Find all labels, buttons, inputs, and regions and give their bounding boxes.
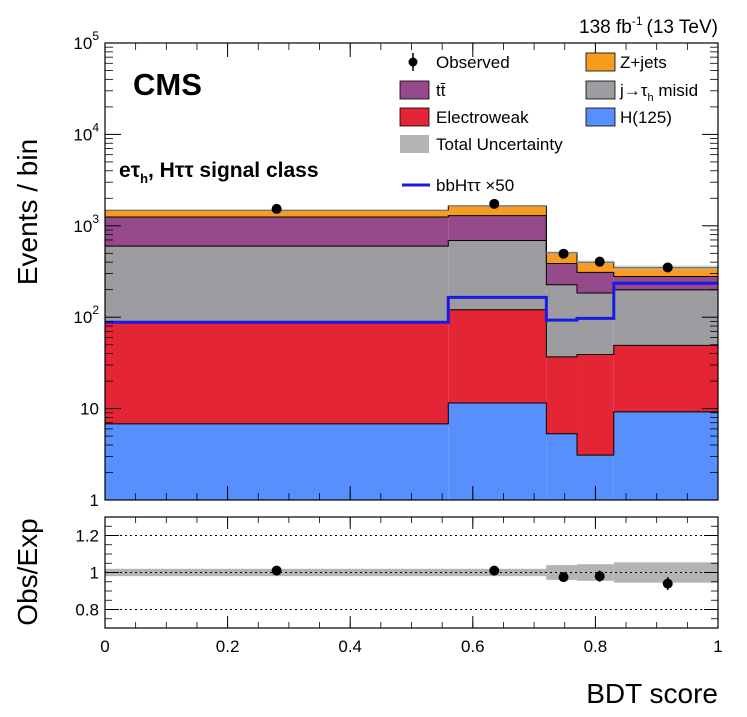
bar-j-h-misid-bin-3 [577,292,614,355]
upper-stack [105,205,718,500]
ytick-label-0: 1 [90,491,99,510]
legend-uncertainty-label: Total Uncertainty [436,135,563,154]
legend-signal-label: bbHττ ×50 [436,176,514,195]
legend-observed-label: Observed [436,53,510,72]
xtick-label-5: 1 [713,637,722,656]
ytick-label-4: 104 [73,120,99,144]
bar-tt--bin-0 [105,216,449,247]
bar-j-h-misid-bin-0 [105,246,449,322]
observed-point-3 [594,256,605,267]
ratio-layer [105,535,718,610]
lumi-energy-label: 138 fb-1 (13 TeV) [579,14,718,38]
signal-layer [105,281,718,324]
bar-j-h-misid-bin-1 [448,240,547,310]
xtick-label-3: 0.6 [461,637,485,656]
y-axis-title: Events / bin [12,139,43,285]
observed-point-0 [271,203,282,214]
ytick-label-1: 10 [80,400,99,419]
ratio-point-4 [662,578,673,589]
bar-h-125--bin-4 [613,411,718,500]
experiment-label: CMS [133,67,202,102]
legend-uncertainty-swatch [400,135,429,153]
bar-h-125--bin-0 [105,423,449,500]
legend-misid-label: j→τh misid [619,81,698,104]
ytick-label-3: 103 [73,212,99,236]
ratio-axis-title: Obs/Exp [12,518,43,625]
boundary-tt- [105,215,718,277]
ratio-point-1 [489,565,500,576]
observed-point-2 [558,248,569,259]
ytick-label-2: 102 [73,303,99,327]
signal-line [105,281,718,324]
legend-higgs-swatch [585,107,616,127]
bar-electroweak-bin-2 [546,356,578,434]
xtick-label-0: 0 [100,637,109,656]
legend-observed-marker [408,57,418,67]
ratio-ytick-label-1: 1 [90,564,99,583]
legend-electroweak-label: Electroweak [436,108,529,127]
bar-h-125--bin-1 [448,403,547,500]
legend-tt-swatch [399,80,430,100]
bar-z-jets-bin-3 [577,262,614,273]
observed-point-1 [489,198,500,209]
bar-electroweak-bin-0 [105,321,449,424]
legend-electroweak-swatch [399,107,430,127]
ratio-point-2 [558,572,569,583]
class-label: eτh, Hττ signal class [119,159,319,186]
legend-higgs-label: H(125) [620,108,672,127]
upper-ticks: 1 10 102 103 104 105 [73,29,719,510]
legend-zjets-label: Z+jets [620,53,667,72]
xtick-label-1: 0.2 [216,637,240,656]
observed-layer [271,198,673,273]
bar-electroweak-bin-3 [577,354,614,456]
ytick-label-5: 105 [73,29,99,53]
ratio-ytick-label-2: 1.2 [75,527,99,546]
bar-z-jets-bin-1 [448,205,547,216]
legend-tt-label: tt̄ [436,81,446,100]
bar-electroweak-bin-4 [613,345,718,412]
boundary-h-125- [105,402,718,456]
observed-point-4 [662,262,673,273]
ratio-ticks: 0 0.2 0.4 0.6 0.8 1 0.8 1 1.2 [75,517,723,656]
bar-h-125--bin-2 [546,433,578,500]
ratio-point-3 [594,571,605,582]
bar-electroweak-bin-1 [448,309,547,404]
ratio-point-0 [271,565,282,576]
x-axis-title: BDT score [586,678,718,709]
ratio-ytick-label-0: 0.8 [75,601,99,620]
xtick-label-4: 0.8 [584,637,608,656]
bar-tt--bin-3 [577,272,614,293]
legend-zjets-swatch [585,52,616,72]
bar-tt--bin-1 [448,215,547,241]
bar-tt--bin-2 [546,263,578,285]
legend-misid-swatch [585,80,616,100]
legend: Observed Z+jets tt̄ j→τh misid Electrowe… [399,52,698,195]
xtick-label-2: 0.4 [338,637,362,656]
bar-j-h-misid-bin-4 [613,289,718,346]
